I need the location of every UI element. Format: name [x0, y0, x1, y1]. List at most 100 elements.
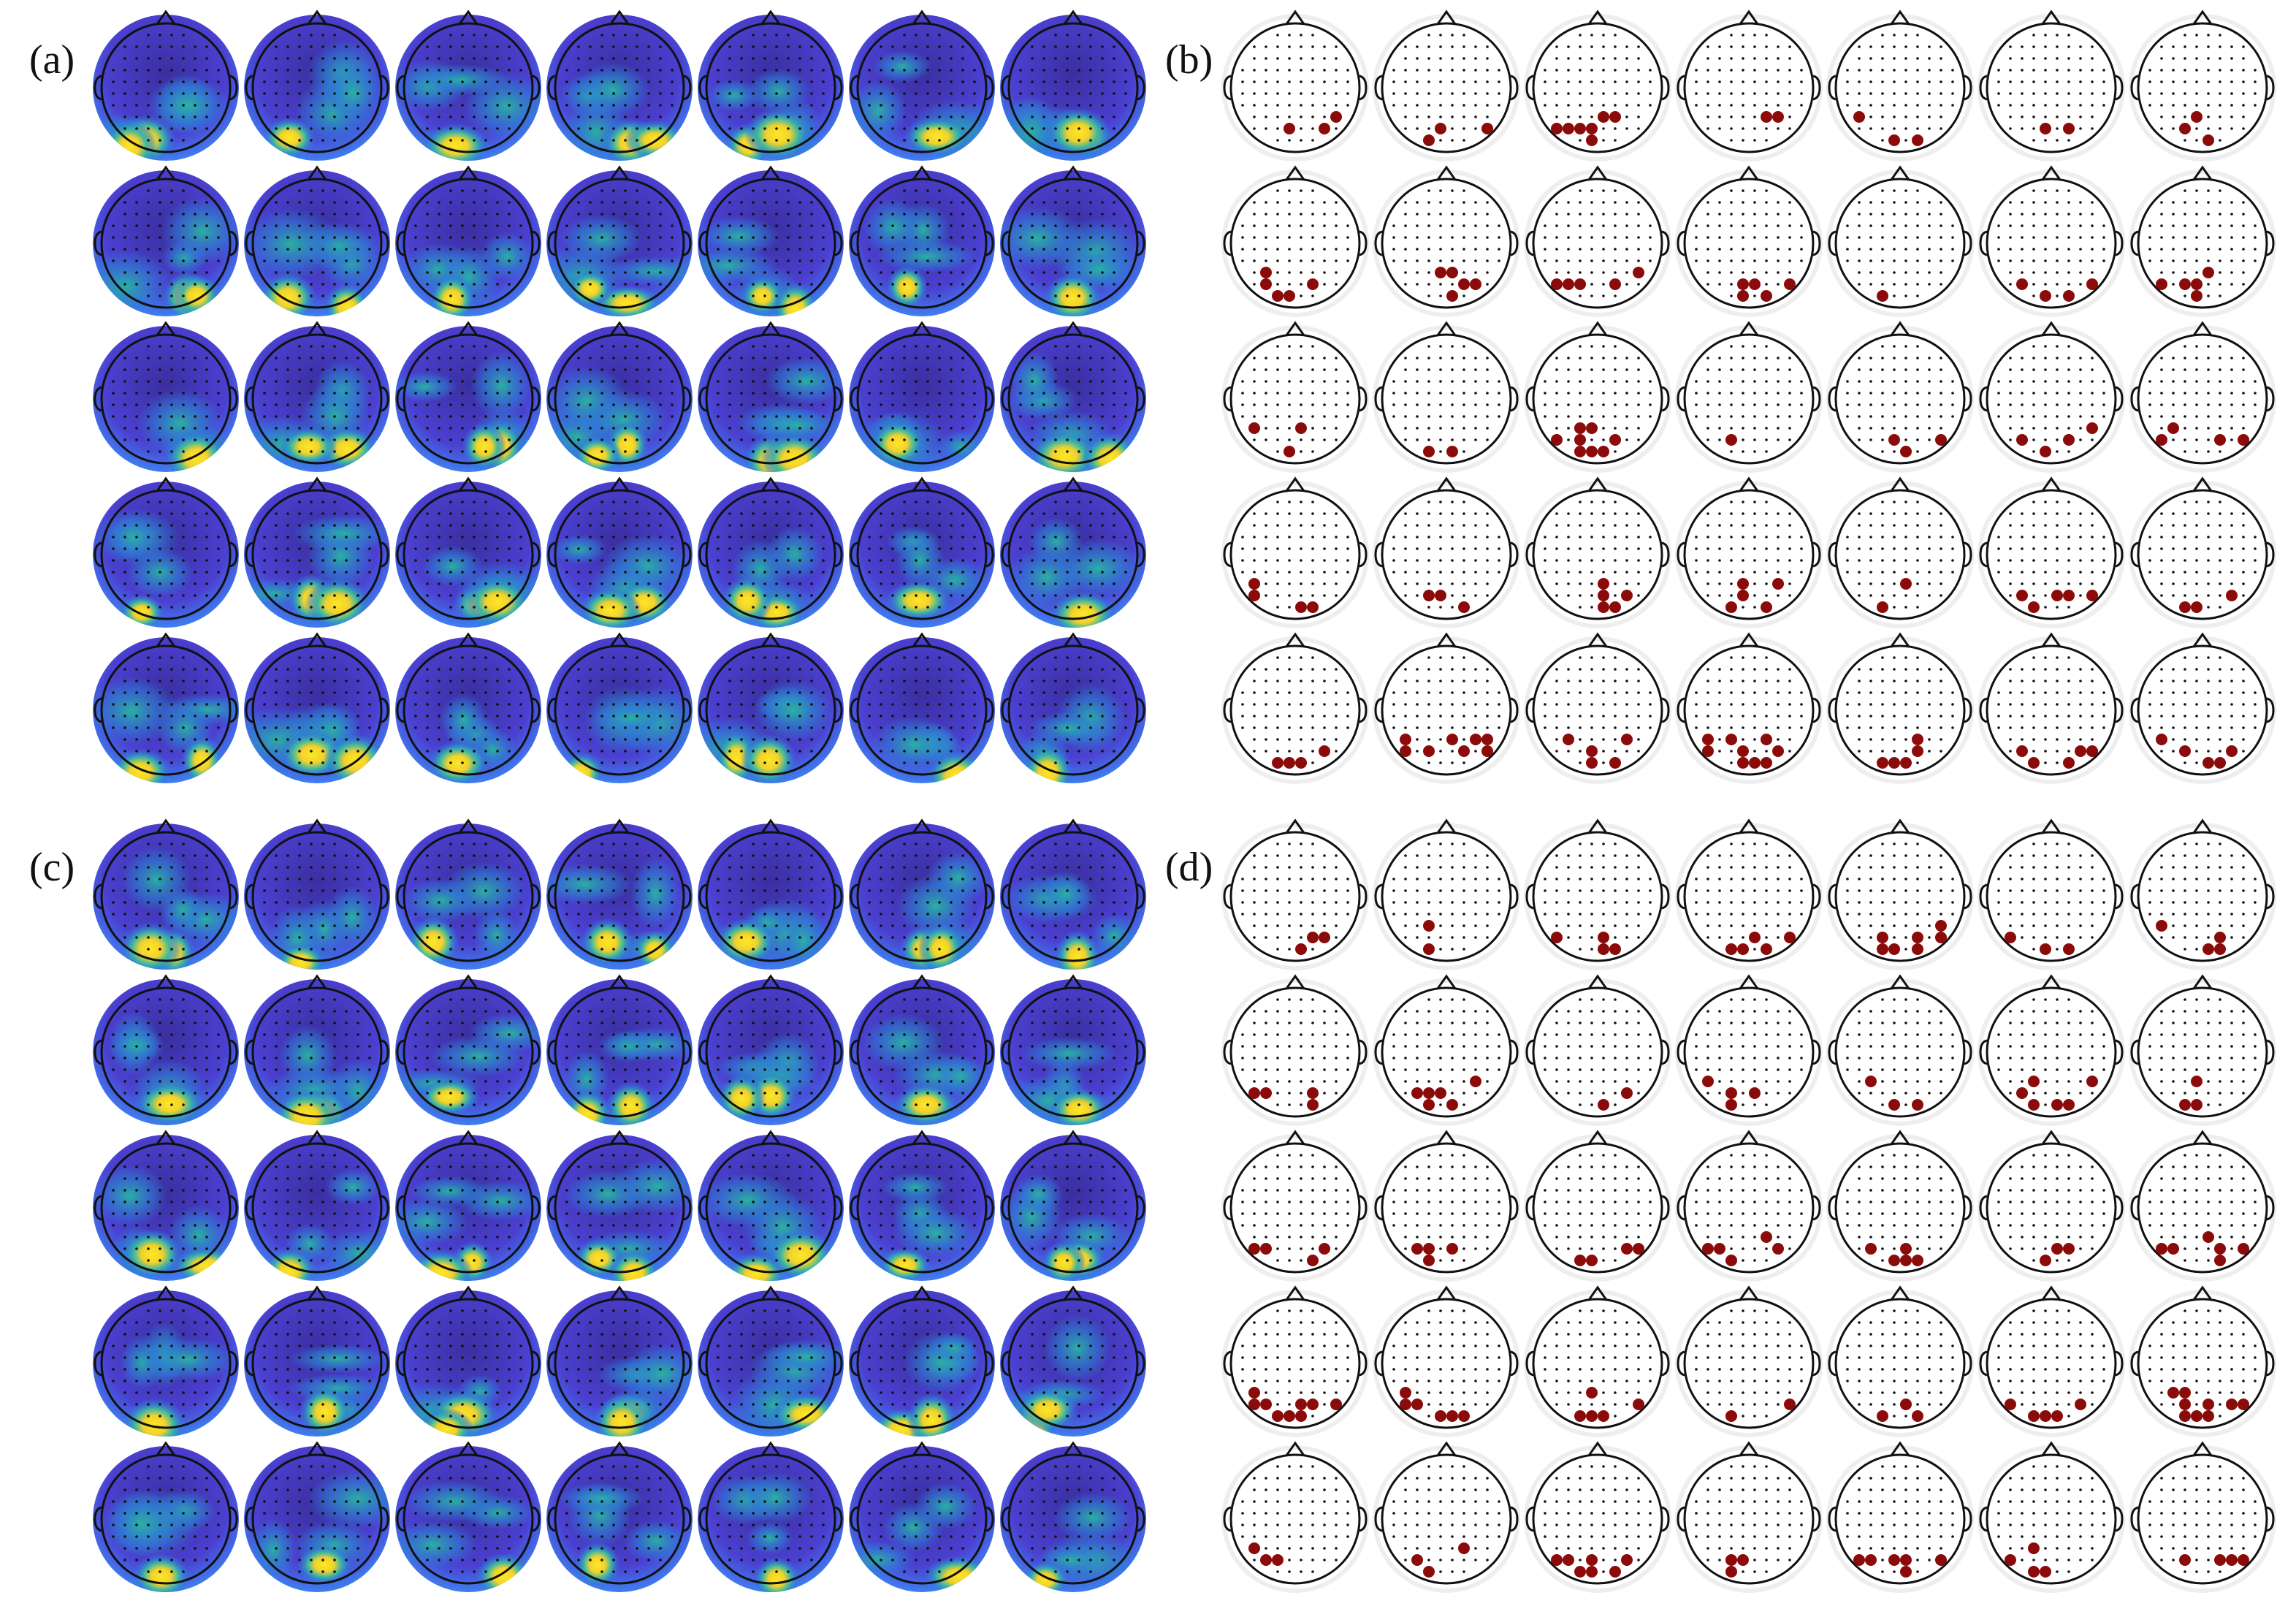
electrode: [1555, 201, 1558, 204]
electrode: [1416, 45, 1419, 48]
electrode: [1404, 127, 1407, 130]
electrode: [915, 726, 918, 729]
electrode: [565, 403, 568, 406]
electrode: [565, 536, 568, 539]
electrode: [1066, 189, 1069, 192]
electrode: [112, 248, 115, 251]
electrode: [1089, 271, 1092, 274]
electrode: [1904, 236, 1907, 239]
electrode: [950, 392, 953, 395]
electrode: [1625, 104, 1628, 107]
electrode: [903, 594, 906, 597]
electrode: [1765, 139, 1768, 142]
electrode: [636, 715, 638, 718]
electrode: [1451, 236, 1454, 239]
electrode: [926, 392, 929, 395]
electrode: [170, 715, 173, 718]
electrode: [740, 80, 743, 83]
electrode: [1555, 271, 1558, 274]
electrode: [822, 559, 825, 562]
electrode: [1427, 415, 1430, 418]
electrode: [1404, 115, 1407, 118]
selected-electrode: [1284, 446, 1295, 457]
electrode: [891, 57, 894, 60]
electrode: [636, 224, 638, 227]
electrode: [775, 57, 778, 60]
electrode: [1066, 656, 1069, 659]
electrode: [1904, 357, 1907, 359]
head-outline: [403, 644, 534, 776]
electrode: [1323, 213, 1326, 216]
electrode: [1439, 259, 1442, 262]
electrode: [775, 726, 778, 729]
electrode: [1066, 34, 1069, 37]
electrode: [1427, 80, 1430, 83]
electrode: [1265, 368, 1267, 371]
nose: [1890, 165, 1910, 180]
electrode: [880, 45, 882, 48]
electrode: [775, 259, 778, 262]
electrode: [950, 668, 953, 671]
electrode: [333, 606, 336, 609]
electrode: [1078, 294, 1080, 297]
ear: [683, 386, 692, 412]
electrode: [1439, 115, 1442, 118]
electrode: [426, 524, 429, 527]
electrode: [1054, 368, 1057, 371]
electrode: [612, 703, 615, 706]
electrode: [1788, 236, 1791, 239]
electrode: [647, 536, 650, 539]
electrode: [671, 248, 674, 251]
electrode: [426, 415, 429, 418]
electrode: [891, 512, 894, 515]
electrode: [426, 582, 429, 585]
electrode: [740, 403, 743, 406]
electrode: [123, 427, 126, 430]
electrode: [1567, 248, 1570, 251]
electrode: [182, 427, 185, 430]
selected-electrode: [1609, 434, 1621, 446]
electrode: [2079, 283, 2082, 286]
electrode: [263, 571, 266, 574]
electrode: [624, 547, 627, 550]
electrode: [1427, 213, 1430, 216]
electrode: [426, 115, 429, 118]
electrode: [1124, 392, 1127, 395]
electrode: [519, 248, 522, 251]
electrode: [368, 392, 371, 395]
electrode: [1042, 738, 1045, 741]
electrode: [449, 34, 452, 37]
electrode: [1054, 294, 1057, 297]
electrode: [636, 248, 638, 251]
electrode: [926, 656, 929, 659]
electrode: [368, 236, 371, 239]
electrode: [1113, 201, 1115, 204]
electrode: [810, 536, 813, 539]
electrode: [1858, 271, 1861, 274]
nose: [156, 632, 176, 647]
electrode: [123, 415, 126, 418]
electrode: [740, 536, 743, 539]
blob: [440, 693, 487, 747]
electrode: [600, 571, 603, 574]
ear: [245, 230, 253, 256]
electrode: [600, 45, 603, 48]
electrode: [1928, 127, 1931, 130]
electrode: [484, 606, 487, 609]
electrode: [194, 115, 197, 118]
electrode: [915, 547, 918, 550]
electrode: [461, 656, 464, 659]
ear: [94, 697, 102, 723]
ear: [1828, 75, 1837, 101]
electrode: [1555, 415, 1558, 418]
electrode: [333, 715, 336, 718]
electrode: [368, 80, 371, 83]
electrode: [1335, 69, 1338, 72]
electrode: [1113, 80, 1115, 83]
electrode: [636, 392, 638, 395]
electrode: [438, 703, 440, 706]
electrode: [484, 294, 487, 297]
electrode: [787, 368, 790, 371]
electrode: [1066, 415, 1069, 418]
electrode: [775, 738, 778, 741]
